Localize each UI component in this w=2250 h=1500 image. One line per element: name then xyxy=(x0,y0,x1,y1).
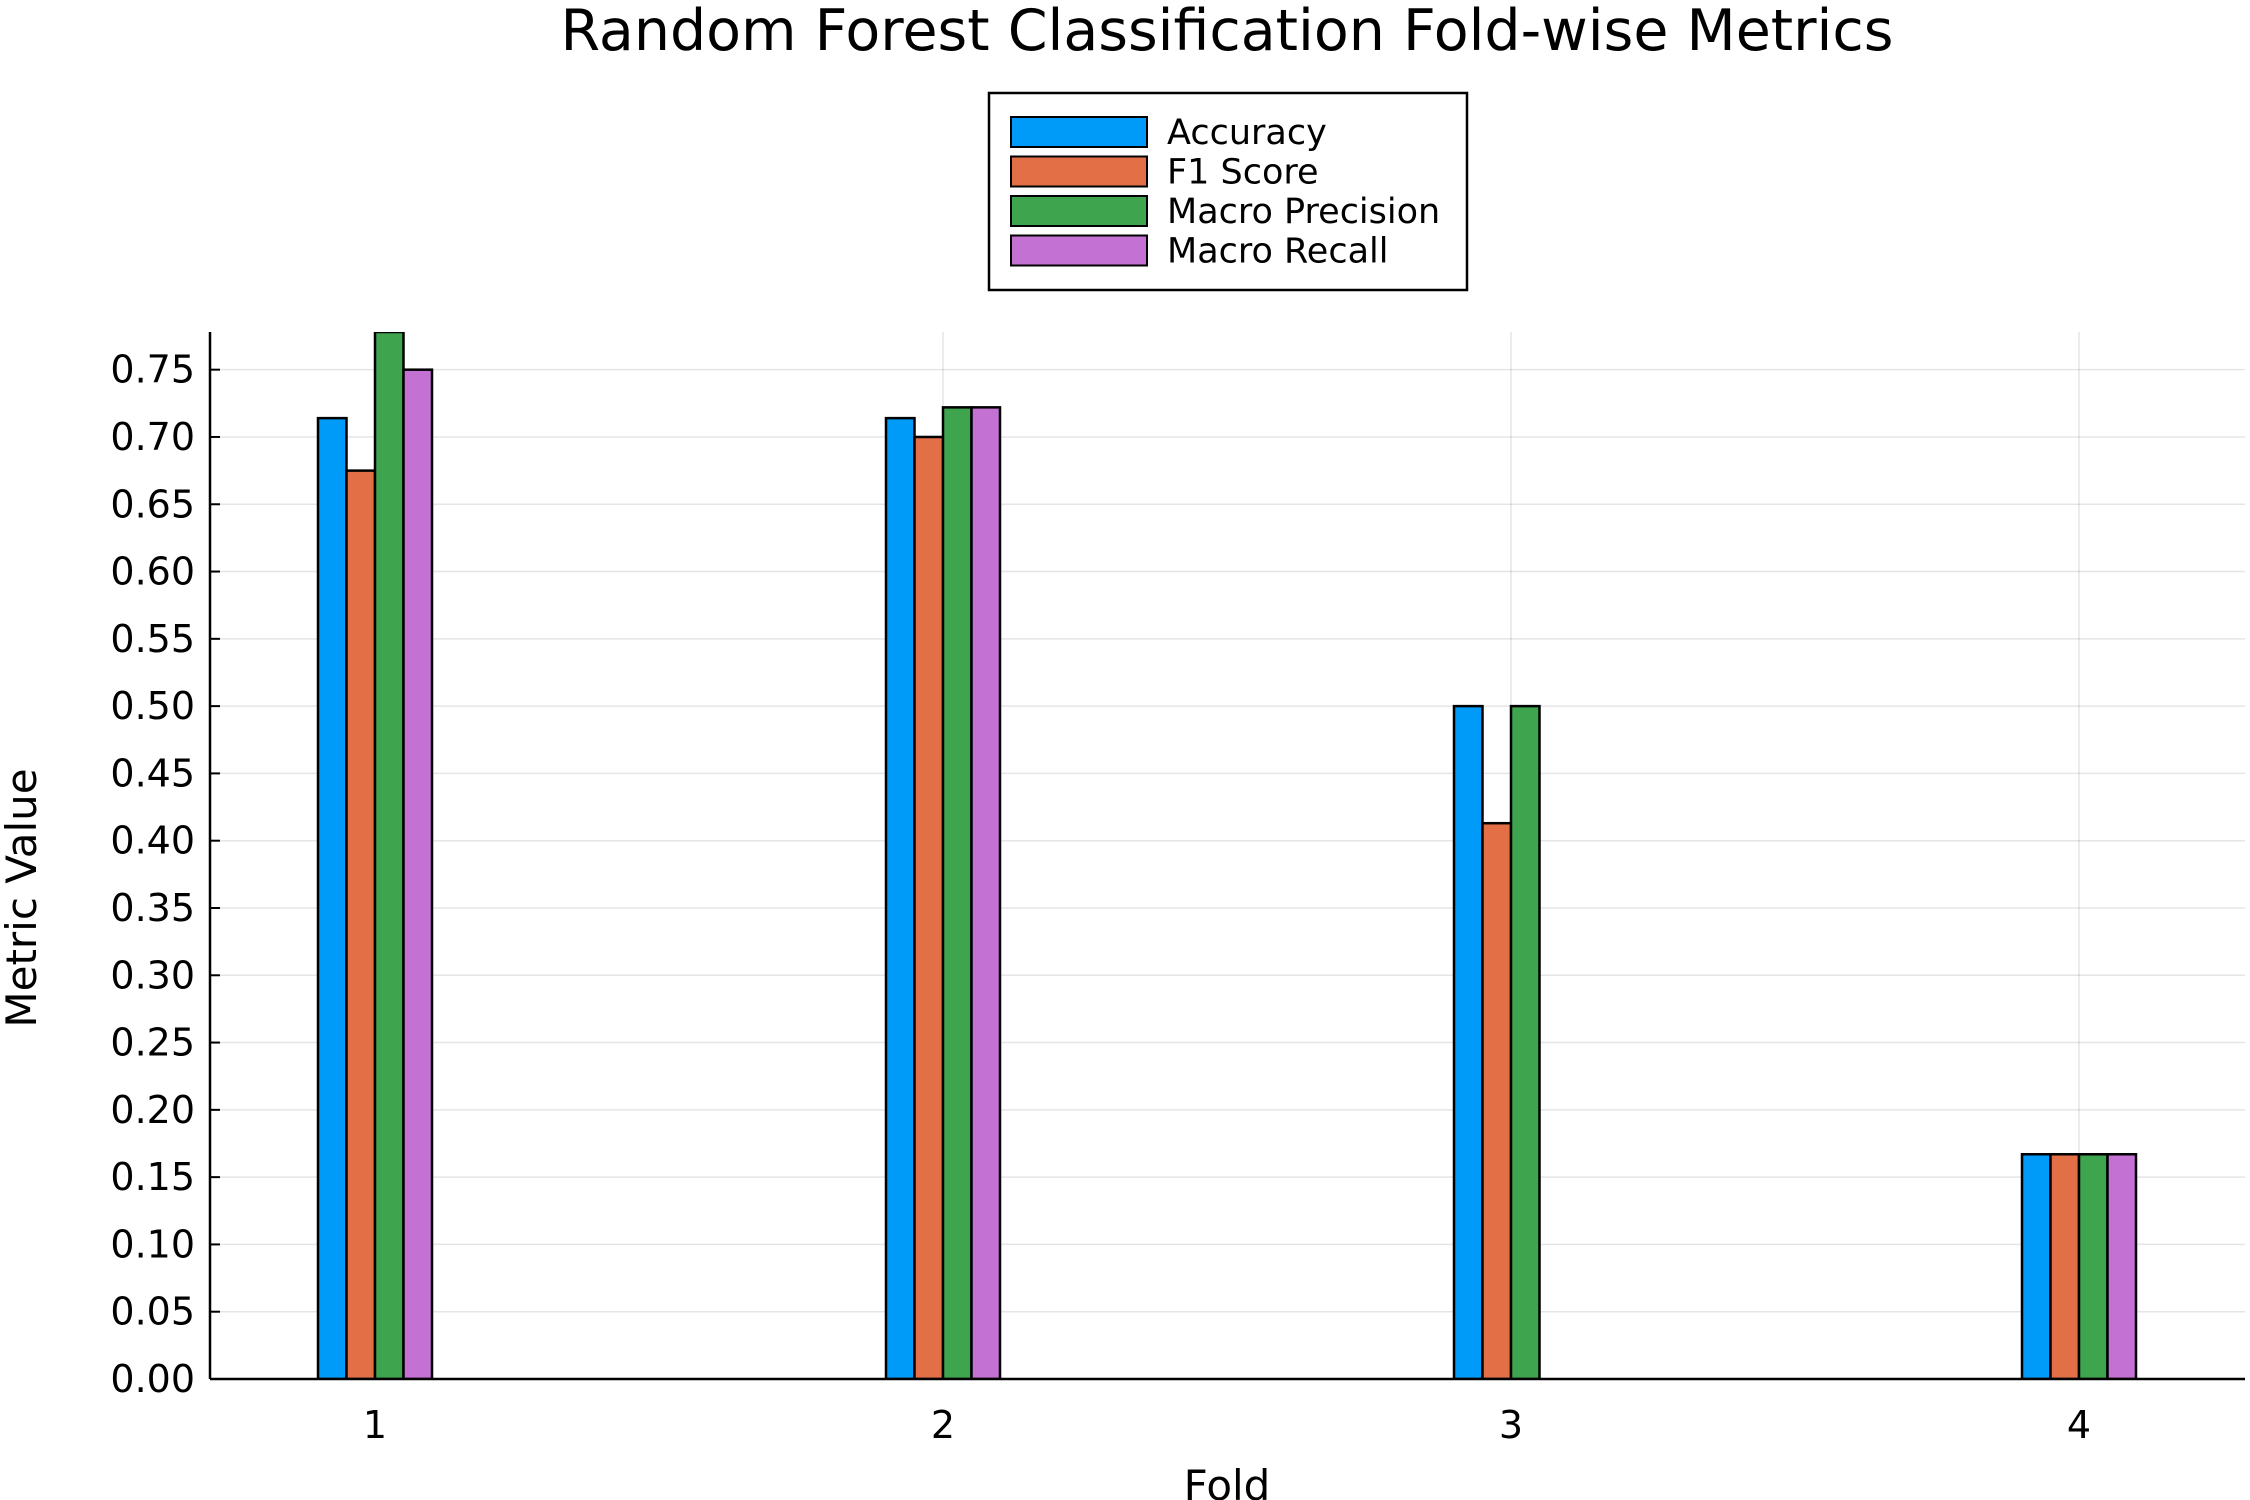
y-tick-label: 0.75 xyxy=(110,348,195,392)
bar-macro-precision-fold-1 xyxy=(373,332,405,1379)
x-tick-label: 4 xyxy=(2067,1403,2091,1447)
legend-swatch xyxy=(1010,195,1148,227)
bar-macro-recall-fold-2 xyxy=(970,406,1002,1379)
bar-accuracy-fold-4 xyxy=(2020,1153,2052,1379)
legend-label: Macro Recall xyxy=(1167,232,1388,272)
legend-label: F1 Score xyxy=(1167,153,1319,193)
bar-accuracy-fold-1 xyxy=(316,416,348,1379)
y-tick-label: 0.45 xyxy=(110,751,195,795)
bar-f1-score-fold-3 xyxy=(1481,821,1513,1379)
bars xyxy=(316,332,2138,1379)
y-tick-label: 0.10 xyxy=(110,1222,195,1266)
y-tick-label: 0.20 xyxy=(110,1088,195,1132)
axes xyxy=(208,332,2245,1381)
bar-accuracy-fold-2 xyxy=(884,416,916,1379)
x-axis-label: Fold xyxy=(1184,1461,1271,1500)
bar-macro-precision-fold-3 xyxy=(1509,704,1541,1379)
y-tick-label: 0.50 xyxy=(110,684,195,728)
chart-title: Random Forest Classification Fold-wise M… xyxy=(561,0,1894,64)
bar-f1-score-fold-1 xyxy=(345,469,377,1379)
bar-macro-precision-fold-2 xyxy=(941,406,973,1379)
y-tick-label: 0.40 xyxy=(110,819,195,863)
bar-macro-precision-fold-4 xyxy=(2077,1153,2109,1379)
bar-macro-recall-fold-4 xyxy=(2106,1153,2138,1379)
x-tick-label: 1 xyxy=(363,1403,387,1447)
y-tick-label: 0.25 xyxy=(110,1021,195,1065)
bar-f1-score-fold-4 xyxy=(2049,1153,2081,1379)
y-axis-label: Metric Value xyxy=(0,768,46,1027)
y-tick-label: 0.70 xyxy=(110,415,195,459)
legend-swatch xyxy=(1010,234,1148,267)
tick-labels: 0.00 0.05 0.10 0.15 0.20 0.25 0.30 0.35 0.40 0.45… xyxy=(110,348,2091,1447)
bar-accuracy-fold-3 xyxy=(1452,704,1484,1379)
y-tick-label: 0.00 xyxy=(110,1357,195,1401)
y-tick-label: 0.05 xyxy=(110,1290,195,1334)
y-tick-label: 0.60 xyxy=(110,550,195,594)
y-tick-label: 0.35 xyxy=(110,886,195,930)
x-tick-label: 2 xyxy=(931,1403,955,1447)
x-tick-label: 3 xyxy=(1499,1403,1523,1447)
bar-f1-score-fold-2 xyxy=(913,435,945,1379)
legend-label: Accuracy xyxy=(1167,113,1327,153)
y-tick-label: 0.15 xyxy=(110,1155,195,1199)
y-tick-label: 0.30 xyxy=(110,953,195,997)
legend-swatch xyxy=(1010,155,1148,188)
y-tick-label: 0.55 xyxy=(110,617,195,661)
legend-label: Macro Precision xyxy=(1167,192,1440,232)
legend-swatch xyxy=(1010,116,1148,148)
bar-macro-recall-fold-1 xyxy=(402,368,434,1379)
y-tick-label: 0.65 xyxy=(110,482,195,526)
